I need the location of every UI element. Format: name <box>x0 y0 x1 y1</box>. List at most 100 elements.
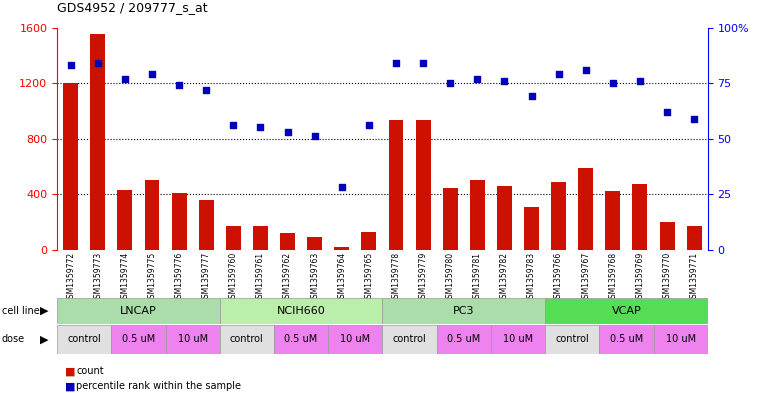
Bar <box>491 325 545 354</box>
Bar <box>545 325 599 354</box>
Text: GSM1359775: GSM1359775 <box>148 252 157 303</box>
Text: GSM1359780: GSM1359780 <box>446 252 454 303</box>
Text: cell line: cell line <box>2 306 40 316</box>
Text: GSM1359781: GSM1359781 <box>473 252 482 303</box>
Bar <box>334 247 349 250</box>
Text: GDS4952 / 209777_s_at: GDS4952 / 209777_s_at <box>57 1 208 14</box>
Text: GSM1359760: GSM1359760 <box>229 252 237 303</box>
Bar <box>686 226 702 250</box>
Text: 10 uM: 10 uM <box>666 334 696 344</box>
Text: ▶: ▶ <box>40 334 49 344</box>
Text: GSM1359783: GSM1359783 <box>527 252 536 303</box>
Point <box>65 62 77 68</box>
Text: VCAP: VCAP <box>612 306 642 316</box>
Bar <box>382 298 545 324</box>
Bar <box>551 182 566 250</box>
Text: GSM1359771: GSM1359771 <box>689 252 699 303</box>
Bar <box>470 180 485 250</box>
Bar <box>578 168 593 250</box>
Point <box>308 133 320 140</box>
Bar <box>437 325 491 354</box>
Text: GSM1359770: GSM1359770 <box>663 252 671 303</box>
Text: GSM1359764: GSM1359764 <box>337 252 346 303</box>
Point <box>282 129 294 135</box>
Bar <box>280 233 295 250</box>
Text: 0.5 uM: 0.5 uM <box>285 334 317 344</box>
Bar <box>111 325 165 354</box>
Text: 0.5 uM: 0.5 uM <box>122 334 155 344</box>
Point <box>363 122 375 129</box>
Bar <box>443 189 457 250</box>
Bar <box>599 325 654 354</box>
Bar <box>63 83 78 250</box>
Text: LNCAP: LNCAP <box>120 306 157 316</box>
Bar <box>524 207 539 250</box>
Text: PC3: PC3 <box>453 306 475 316</box>
Bar <box>274 325 328 354</box>
Bar <box>545 298 708 324</box>
Bar <box>220 325 274 354</box>
Point <box>119 75 131 82</box>
Text: GSM1359769: GSM1359769 <box>635 252 645 303</box>
Text: control: control <box>393 334 426 344</box>
Bar <box>253 226 268 250</box>
Point <box>254 124 266 130</box>
Text: GSM1359779: GSM1359779 <box>419 252 428 303</box>
Point <box>200 86 212 93</box>
Point <box>471 75 483 82</box>
Bar <box>361 231 376 250</box>
Point <box>228 122 240 129</box>
Text: GSM1359765: GSM1359765 <box>365 252 374 303</box>
Text: GSM1359767: GSM1359767 <box>581 252 591 303</box>
Text: GSM1359774: GSM1359774 <box>120 252 129 303</box>
Bar <box>606 191 620 250</box>
Point <box>91 60 103 66</box>
Bar <box>654 325 708 354</box>
Point <box>417 60 429 66</box>
Point <box>661 109 673 115</box>
Point <box>525 93 537 99</box>
Bar <box>382 325 437 354</box>
Bar <box>57 325 111 354</box>
Text: 10 uM: 10 uM <box>503 334 533 344</box>
Bar <box>57 298 220 324</box>
Bar <box>416 121 431 250</box>
Bar <box>172 193 186 250</box>
Text: control: control <box>556 334 589 344</box>
Point <box>336 184 348 191</box>
Text: control: control <box>67 334 101 344</box>
Bar <box>497 186 512 250</box>
Text: GSM1359768: GSM1359768 <box>608 252 617 303</box>
Point <box>146 71 158 77</box>
Text: ▶: ▶ <box>40 306 49 316</box>
Point <box>444 80 457 86</box>
Bar <box>165 325 220 354</box>
Text: 0.5 uM: 0.5 uM <box>610 334 643 344</box>
Text: GSM1359762: GSM1359762 <box>283 252 292 303</box>
Bar <box>117 190 132 250</box>
Text: GSM1359778: GSM1359778 <box>391 252 400 303</box>
Text: GSM1359777: GSM1359777 <box>202 252 211 303</box>
Bar <box>307 237 322 250</box>
Point <box>498 78 511 84</box>
Text: NCIH660: NCIH660 <box>277 306 326 316</box>
Bar <box>632 184 648 250</box>
Text: GSM1359782: GSM1359782 <box>500 252 509 303</box>
Text: GSM1359772: GSM1359772 <box>66 252 75 303</box>
Bar <box>199 200 214 250</box>
Point <box>688 116 700 122</box>
Point <box>607 80 619 86</box>
Bar <box>220 298 382 324</box>
Bar <box>660 222 674 250</box>
Bar <box>226 226 240 250</box>
Text: 10 uM: 10 uM <box>177 334 208 344</box>
Text: percentile rank within the sample: percentile rank within the sample <box>76 381 241 391</box>
Text: GSM1359763: GSM1359763 <box>310 252 319 303</box>
Point <box>552 71 565 77</box>
Point <box>634 78 646 84</box>
Text: 0.5 uM: 0.5 uM <box>447 334 480 344</box>
Point <box>580 66 592 73</box>
Text: count: count <box>76 366 103 376</box>
Text: GSM1359766: GSM1359766 <box>554 252 563 303</box>
Text: 10 uM: 10 uM <box>340 334 371 344</box>
